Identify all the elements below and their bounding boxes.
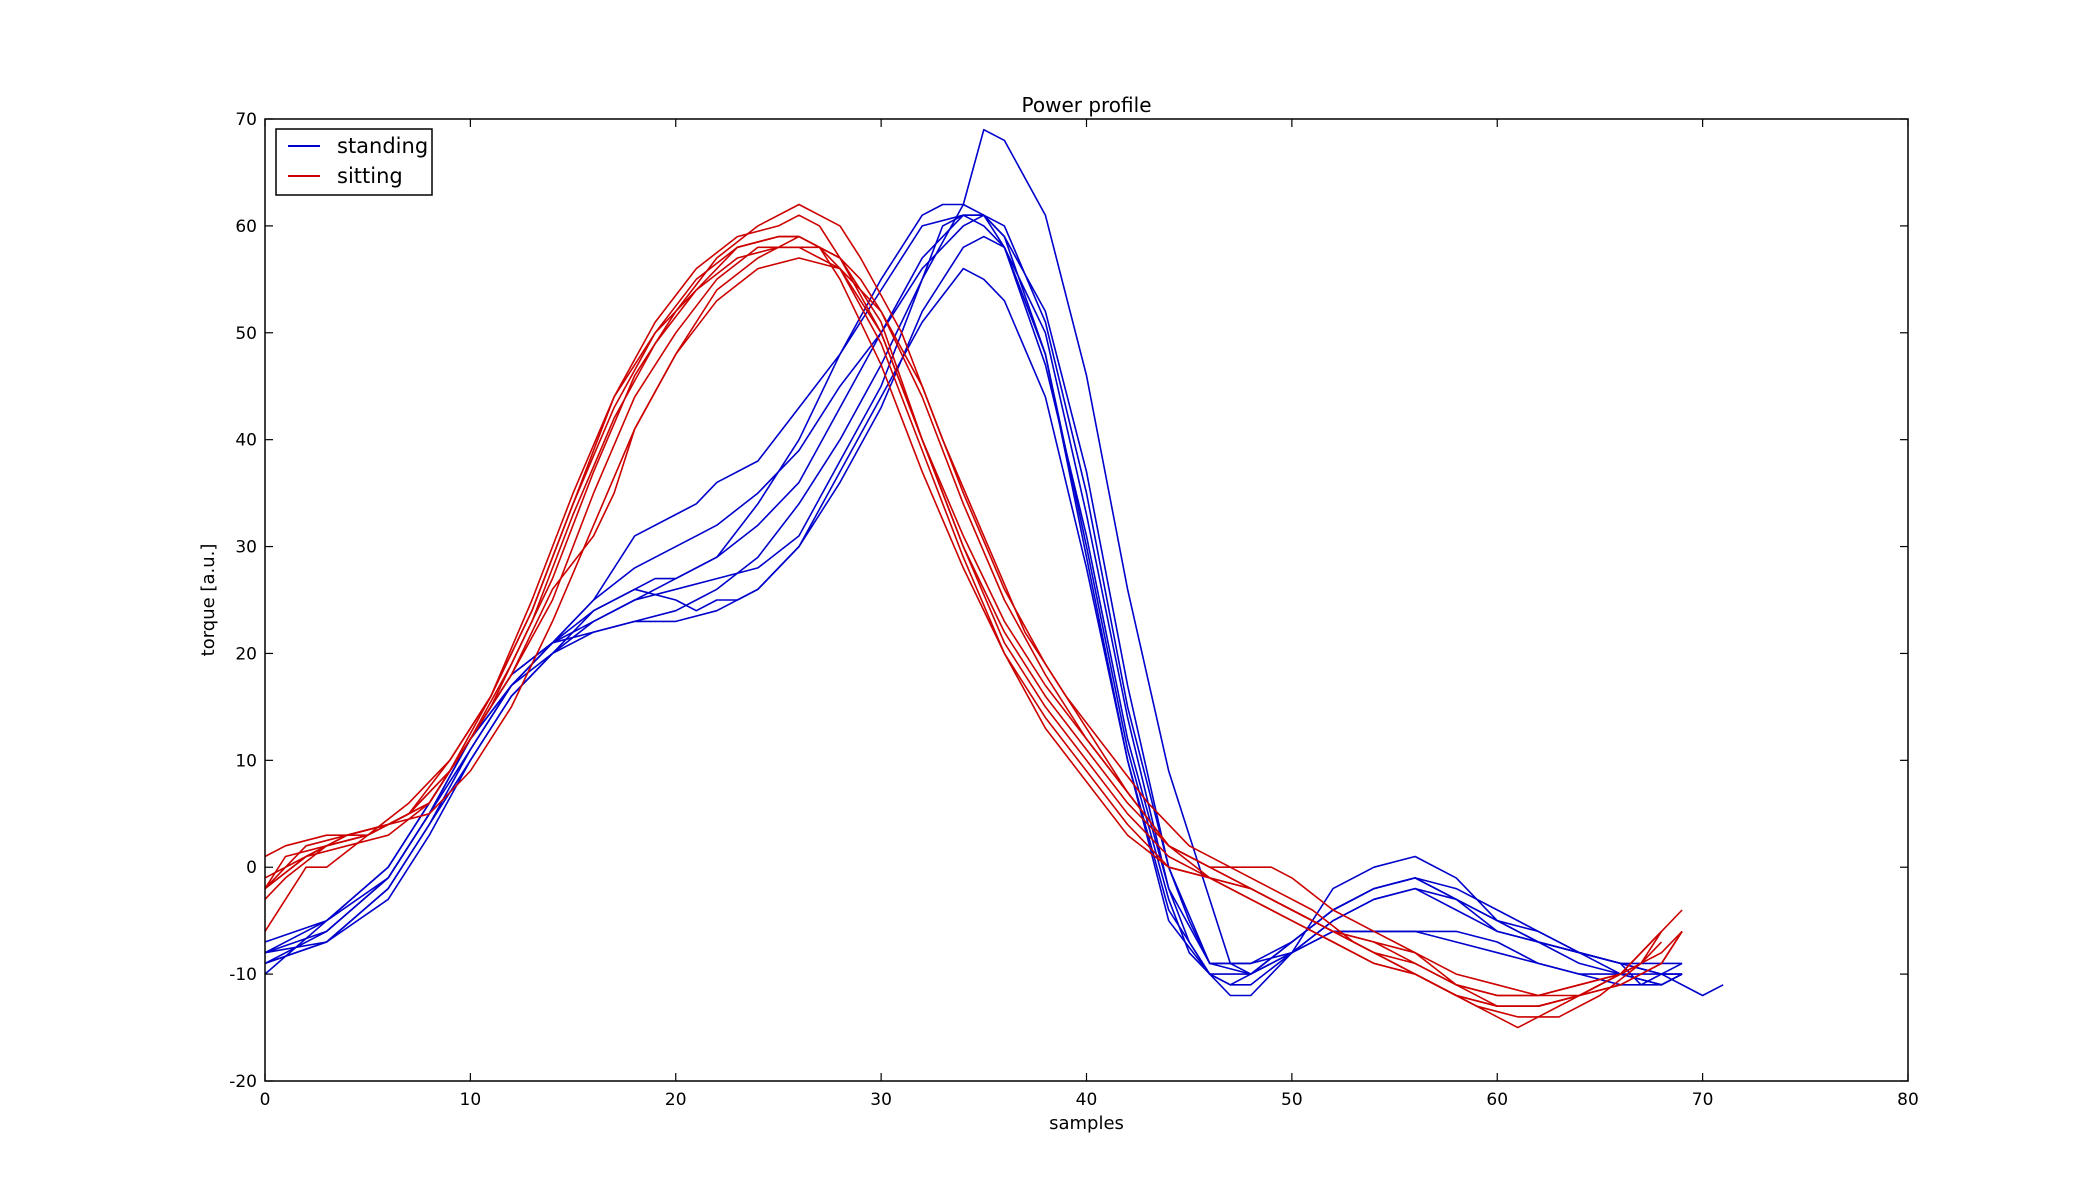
x-axis-label: samples: [1049, 1113, 1124, 1134]
series-line-sitting-13: [264, 246, 1642, 1029]
y-tick-label: 30: [235, 538, 257, 558]
series-line-sitting-11: [264, 214, 1683, 1008]
series-layer: [264, 128, 1724, 1029]
y-tick-label: -20: [229, 1072, 257, 1092]
y-tick-label: 60: [235, 217, 257, 237]
y-axis-ticks: -20 -10 0 10 20 30 40 50 60 70: [229, 110, 1908, 1092]
series-line-standing-7: [264, 214, 1683, 975]
x-tick-label: 40: [1076, 1090, 1098, 1110]
series-line-standing-4: [264, 267, 1683, 975]
y-tick-label: 50: [235, 324, 257, 344]
y-tick-label: -10: [229, 965, 257, 985]
series-line-standing-3: [264, 203, 1683, 997]
y-tick-label: 10: [235, 751, 257, 771]
x-tick-label: 50: [1281, 1090, 1303, 1110]
x-tick-label: 0: [260, 1090, 271, 1110]
y-axis-label: torque [a.u.]: [198, 544, 219, 657]
series-line-standing-0: [264, 128, 1724, 997]
y-tick-label: 70: [235, 110, 257, 130]
series-line-sitting-14: [264, 235, 1663, 997]
y-tick-label: 0: [246, 858, 257, 878]
series-line-sitting-9: [264, 235, 1683, 997]
series-line-standing-6: [264, 214, 1683, 975]
legend-label-standing: standing: [337, 134, 428, 158]
x-tick-label: 10: [460, 1090, 482, 1110]
x-tick-label: 30: [870, 1090, 892, 1110]
x-tick-label: 80: [1897, 1090, 1919, 1110]
series-line-sitting-10: [264, 246, 1663, 1008]
chart-title: Power profile: [1022, 93, 1152, 117]
y-tick-label: 20: [235, 644, 257, 664]
series-line-standing-1: [264, 235, 1683, 986]
x-tick-label: 60: [1486, 1090, 1508, 1110]
legend-label-sitting: sitting: [337, 164, 403, 188]
legend: standing sitting: [275, 128, 433, 196]
series-line-sitting-15: [264, 257, 1663, 997]
x-axis-ticks: 0 10 20 30 40 50 60 70 80: [260, 119, 1919, 1110]
series-line-standing-5: [264, 214, 1683, 986]
y-tick-label: 40: [235, 431, 257, 451]
x-tick-label: 70: [1692, 1090, 1714, 1110]
series-line-standing-2: [264, 214, 1683, 986]
x-tick-label: 20: [665, 1090, 687, 1110]
legend-box: [275, 128, 433, 196]
plot-area-frame: [264, 118, 1909, 1082]
